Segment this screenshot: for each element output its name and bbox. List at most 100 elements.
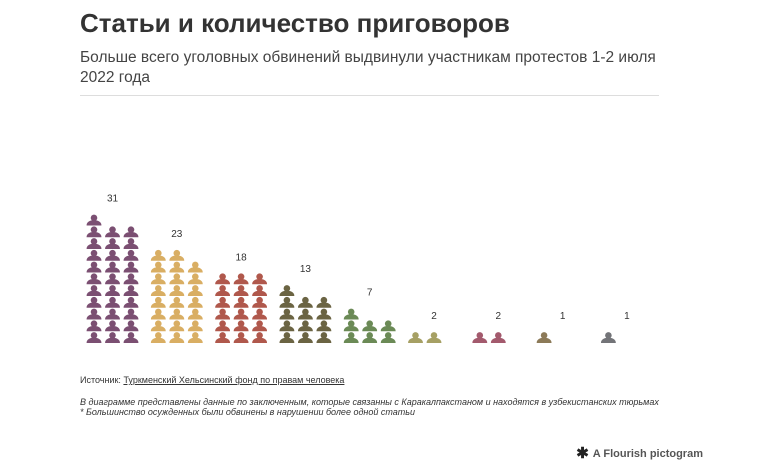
value-label: 23 xyxy=(171,229,183,240)
person-icon xyxy=(86,214,102,226)
person-icon xyxy=(123,249,139,261)
person-icon xyxy=(600,332,616,343)
person-icon xyxy=(86,320,102,332)
person-icon xyxy=(150,273,166,285)
person-icon xyxy=(150,261,166,273)
person-icon xyxy=(187,273,203,285)
person-icon xyxy=(215,273,230,285)
person-icon xyxy=(105,285,120,296)
pictogram-chart: 31 23 18 13 7 2 2 1 1 xyxy=(86,194,630,343)
value-label: 2 xyxy=(496,311,502,322)
person-icon xyxy=(169,320,185,332)
person-icon xyxy=(150,296,166,308)
person-icon xyxy=(187,332,203,343)
person-icon xyxy=(150,308,166,320)
person-icon xyxy=(86,226,102,238)
person-icon xyxy=(187,320,203,332)
person-icon xyxy=(233,296,249,308)
value-label: 13 xyxy=(300,264,312,275)
person-icon xyxy=(316,332,332,343)
person-icon xyxy=(279,285,295,296)
footnote-line-1: В диаграмме представлены данные по заклю… xyxy=(80,397,659,407)
value-label: 2 xyxy=(431,311,437,322)
person-icon xyxy=(490,332,506,343)
person-icon xyxy=(362,320,378,332)
person-icon xyxy=(150,285,166,296)
pictogram-group xyxy=(150,249,203,343)
header-divider xyxy=(80,95,659,96)
person-icon xyxy=(105,261,120,273)
value-label: 18 xyxy=(236,252,248,263)
person-icon xyxy=(86,296,102,308)
person-icon xyxy=(233,320,249,332)
person-icon xyxy=(215,332,230,343)
person-icon xyxy=(215,308,230,320)
person-icon xyxy=(380,332,396,343)
person-icon xyxy=(316,320,332,332)
person-icon xyxy=(215,285,230,296)
person-icon xyxy=(187,296,203,308)
pictogram-group xyxy=(86,214,139,343)
person-icon xyxy=(343,320,359,332)
person-icon xyxy=(123,273,139,285)
person-icon xyxy=(279,296,295,308)
person-icon xyxy=(252,308,267,320)
person-icon xyxy=(150,332,166,343)
person-icon xyxy=(150,320,166,332)
person-icon xyxy=(169,308,185,320)
person-icon xyxy=(215,296,230,308)
flourish-credit-label: A Flourish pictogram xyxy=(592,447,703,460)
source-link[interactable]: Туркменский Хельсинский фонд по правам ч… xyxy=(123,375,345,385)
person-icon xyxy=(187,285,203,296)
person-icon xyxy=(169,332,185,343)
person-icon xyxy=(86,238,102,249)
person-icon xyxy=(252,273,267,285)
person-icon xyxy=(105,273,120,285)
person-icon xyxy=(105,296,120,308)
person-icon xyxy=(316,308,332,320)
person-icon xyxy=(252,332,267,343)
person-icon xyxy=(472,332,488,343)
person-icon xyxy=(86,249,102,261)
person-icon xyxy=(426,332,442,343)
person-icon xyxy=(169,296,185,308)
person-icon xyxy=(215,320,230,332)
value-label: 7 xyxy=(367,288,373,299)
person-icon xyxy=(408,332,423,343)
pictogram-group xyxy=(408,332,442,343)
flourish-credit[interactable]: ✱ A Flourish pictogram xyxy=(576,446,703,461)
person-icon xyxy=(123,285,139,296)
chart-title: Статьи и количество приговоров xyxy=(80,8,510,38)
person-icon xyxy=(252,296,267,308)
footnote: В диаграмме представлены данные по заклю… xyxy=(80,397,659,417)
person-icon xyxy=(298,320,313,332)
person-icon xyxy=(123,261,139,273)
person-icon xyxy=(279,308,295,320)
person-icon xyxy=(169,273,185,285)
person-icon xyxy=(169,261,185,273)
person-icon xyxy=(86,273,102,285)
person-icon xyxy=(86,332,102,343)
person-icon xyxy=(298,308,313,320)
person-icon xyxy=(86,285,102,296)
value-label: 31 xyxy=(107,194,119,205)
person-icon xyxy=(343,308,359,320)
person-icon xyxy=(187,261,203,273)
pictogram-group xyxy=(279,285,332,343)
person-icon xyxy=(279,332,295,343)
person-icon xyxy=(150,249,166,261)
person-icon xyxy=(233,332,249,343)
person-icon xyxy=(233,308,249,320)
pictogram-group xyxy=(343,308,396,343)
person-icon xyxy=(380,320,396,332)
person-icon xyxy=(298,332,313,343)
flourish-asterisk-icon: ✱ xyxy=(576,445,589,462)
person-icon xyxy=(105,238,120,249)
person-icon xyxy=(187,308,203,320)
person-icon xyxy=(105,226,120,238)
person-icon xyxy=(536,332,552,343)
person-icon xyxy=(279,320,295,332)
person-icon xyxy=(105,308,120,320)
person-icon xyxy=(298,296,313,308)
person-icon xyxy=(169,249,185,261)
